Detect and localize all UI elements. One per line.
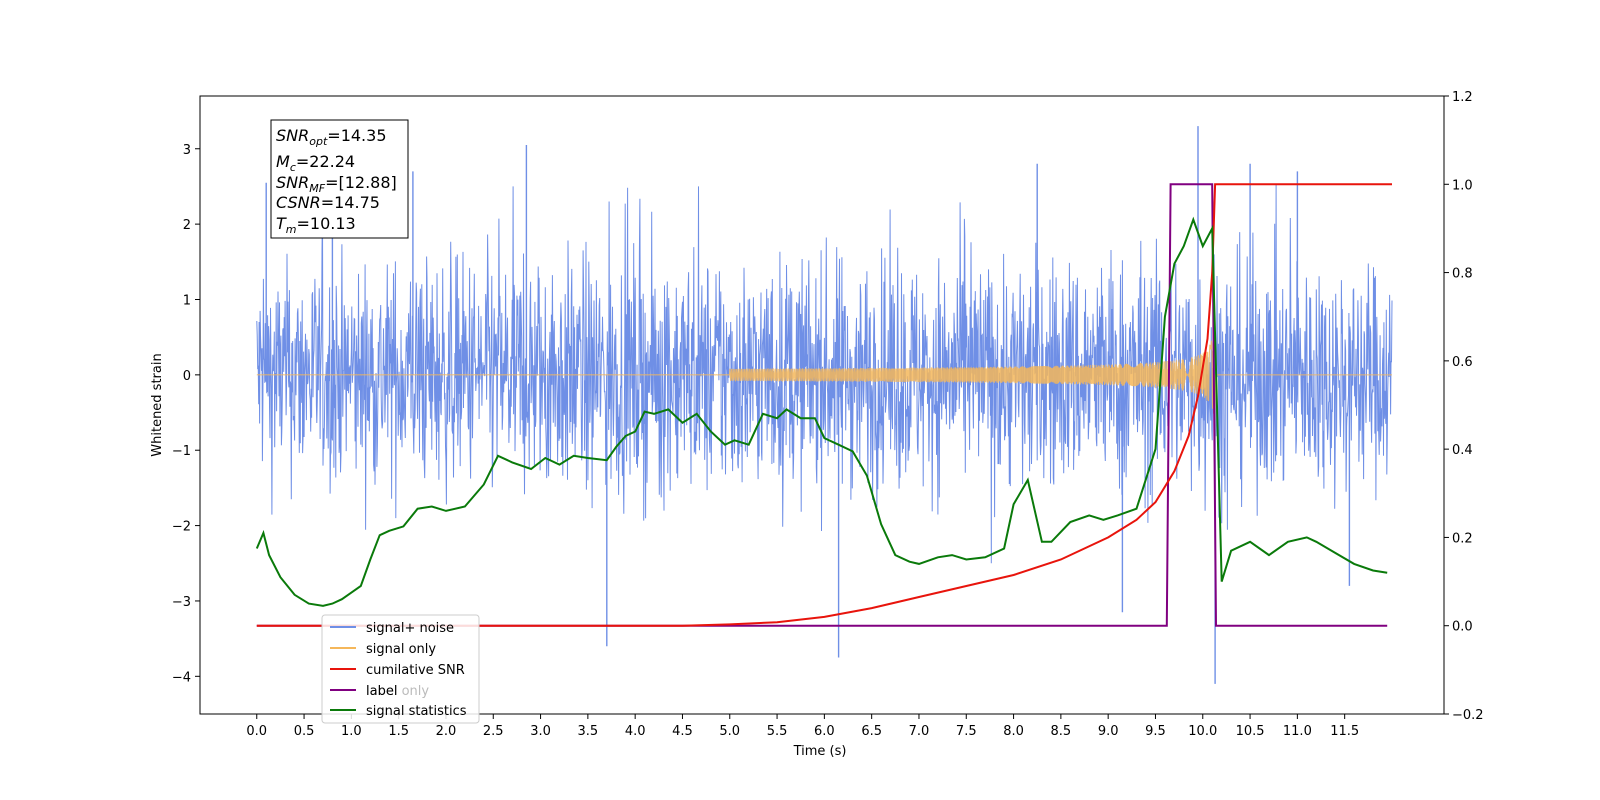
- legend-label-label: label: [366, 684, 397, 699]
- series-signal-only: [256, 334, 1392, 442]
- y-axis-label: Whitened strain: [150, 353, 165, 456]
- x-tick-label: 5.5: [767, 724, 788, 739]
- x-tick-label: 8.5: [1051, 724, 1072, 739]
- x-tick-label: 9.5: [1145, 724, 1166, 739]
- y-left-tick-label: −4: [172, 670, 191, 685]
- x-tick-label: 11.0: [1283, 724, 1312, 739]
- y-right-tick-label: 0.6: [1452, 355, 1473, 370]
- series-cumulative-snr: [256, 183, 1392, 627]
- x-tick-label: 1.0: [341, 724, 362, 739]
- y-right-axis-ticks: 1.2 1.0 0.8 0.6 0.4 0.2 0.0 −0.2: [1444, 90, 1484, 723]
- x-tick-label: 11.5: [1330, 724, 1359, 739]
- series-signal-statistics: [255, 216, 1388, 607]
- legend: signal+ noise signal only cumilative SNR…: [321, 614, 480, 724]
- x-tick-label: 9.0: [1098, 724, 1119, 739]
- y-right-tick-label: 0.8: [1452, 267, 1473, 282]
- x-tick-label: 4.0: [625, 724, 646, 739]
- plot-frame: [199, 95, 1445, 715]
- y-left-tick-label: −1: [172, 444, 191, 459]
- x-tick-label: 0.5: [294, 724, 315, 739]
- series-label: [256, 183, 1388, 627]
- info-tm: Tm=10.13: [276, 214, 356, 236]
- x-axis-label: Time (s): [793, 744, 847, 759]
- y-left-tick-label: −2: [172, 520, 191, 535]
- y-left-tick-label: −3: [172, 595, 191, 610]
- y-left-tick-label: 2: [183, 218, 191, 233]
- x-tick-label: 6.0: [814, 724, 835, 739]
- y-right-tick-label: 0.4: [1452, 443, 1473, 458]
- x-tick-label: 10.0: [1188, 724, 1217, 739]
- y-right-tick-label: 1.2: [1452, 90, 1473, 105]
- x-axis-ticks: 0.0 0.5 1.0 1.5 2.0 2.5 3.0 3.5 4.0 4.5 5.0 5.5 6.0 6…: [246, 714, 1359, 739]
- x-tick-label: 6.5: [861, 724, 882, 739]
- x-tick-label: 0.0: [246, 724, 267, 739]
- x-tick-label: 3.0: [530, 724, 551, 739]
- x-tick-label: 4.5: [672, 724, 693, 739]
- y-left-tick-label: 0: [183, 369, 191, 384]
- y-right-tick-label: 1.0: [1452, 178, 1473, 193]
- info-mc: Mc=22.24: [276, 152, 355, 174]
- x-tick-label: 5.0: [719, 724, 740, 739]
- legend-label-signal-statistics: signal statistics: [366, 704, 467, 719]
- x-tick-label: 10.5: [1236, 724, 1265, 739]
- x-tick-label: 8.0: [1003, 724, 1024, 739]
- y-left-axis-ticks: 3 2 1 0 −1 −2 −3 −4: [172, 143, 200, 685]
- info-csnr: CSNR=14.75: [276, 193, 380, 212]
- x-tick-label: 2.0: [436, 724, 457, 739]
- legend-label-signal-plus-noise: signal+ noise: [366, 621, 454, 636]
- info-snr-mf: SNRMF=[12.88]: [276, 173, 397, 195]
- info-snr-opt: SNRopt=14.35: [276, 126, 387, 148]
- legend-ghost-text: label only: [366, 684, 429, 699]
- series-signal-plus-noise: [256, 184, 1393, 564]
- x-tick-label: 3.5: [578, 724, 599, 739]
- y-right-tick-label: 0.0: [1452, 620, 1473, 635]
- x-tick-label: 7.5: [956, 724, 977, 739]
- x-tick-label: 2.5: [483, 724, 504, 739]
- series-layer: [255, 126, 1393, 684]
- y-left-tick-label: 3: [183, 143, 191, 158]
- x-tick-label: 1.5: [388, 724, 409, 739]
- y-left-tick-label: 1: [183, 293, 191, 308]
- legend-frame: [321, 614, 480, 724]
- y-right-tick-label: −0.2: [1452, 708, 1484, 723]
- legend-label-signal-only: signal only: [366, 642, 436, 657]
- y-right-tick-label: 0.2: [1452, 531, 1473, 546]
- x-tick-label: 7.0: [909, 724, 930, 739]
- info-box-frame: [270, 119, 409, 239]
- info-box: SNRopt=14.35 Mc=22.24 SNRMF=[12.88] CSNR…: [270, 119, 409, 239]
- series-signal-plus-noise-spikes: [265, 126, 1351, 684]
- legend-label-cumulative-snr: cumilative SNR: [366, 663, 465, 678]
